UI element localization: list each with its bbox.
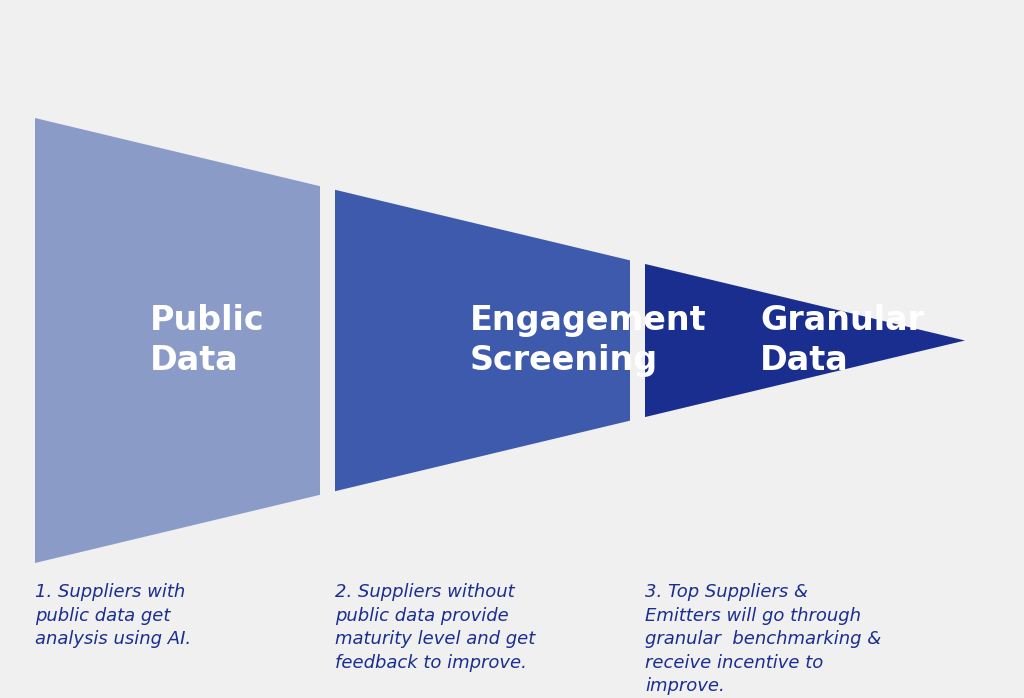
Text: 3. Top Suppliers &
Emitters will go through
granular  benchmarking &
receive inc: 3. Top Suppliers & Emitters will go thro… [645, 583, 882, 695]
Text: Public
Data: Public Data [150, 304, 264, 378]
Polygon shape [35, 118, 319, 563]
Polygon shape [645, 264, 965, 417]
Text: Engagement
Screening: Engagement Screening [470, 304, 707, 378]
Text: 1. Suppliers with
public data get
analysis using AI.: 1. Suppliers with public data get analys… [35, 583, 191, 648]
Polygon shape [335, 190, 630, 491]
Text: Granular
Data: Granular Data [760, 304, 924, 378]
Text: 2. Suppliers without
public data provide
maturity level and get
feedback to impr: 2. Suppliers without public data provide… [335, 583, 536, 671]
